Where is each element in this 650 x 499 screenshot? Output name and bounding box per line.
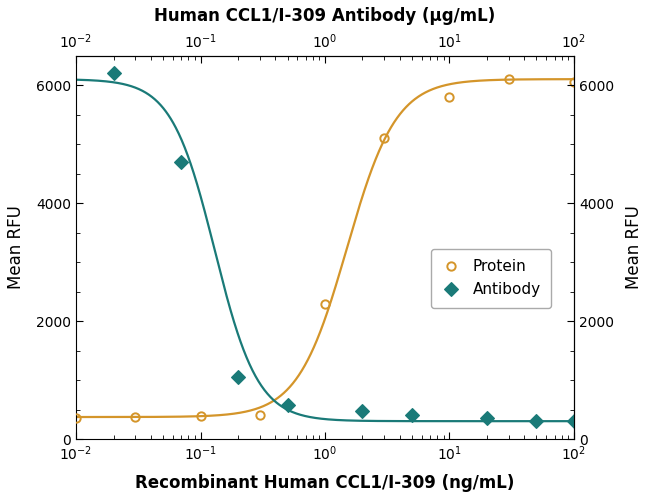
Y-axis label: Mean RFU: Mean RFU — [625, 206, 643, 289]
X-axis label: Human CCL1/I-309 Antibody (μg/mL): Human CCL1/I-309 Antibody (μg/mL) — [155, 7, 495, 25]
Y-axis label: Mean RFU: Mean RFU — [7, 206, 25, 289]
X-axis label: Recombinant Human CCL1/I-309 (ng/mL): Recombinant Human CCL1/I-309 (ng/mL) — [135, 474, 515, 492]
Legend: Protein, Antibody: Protein, Antibody — [432, 249, 551, 308]
